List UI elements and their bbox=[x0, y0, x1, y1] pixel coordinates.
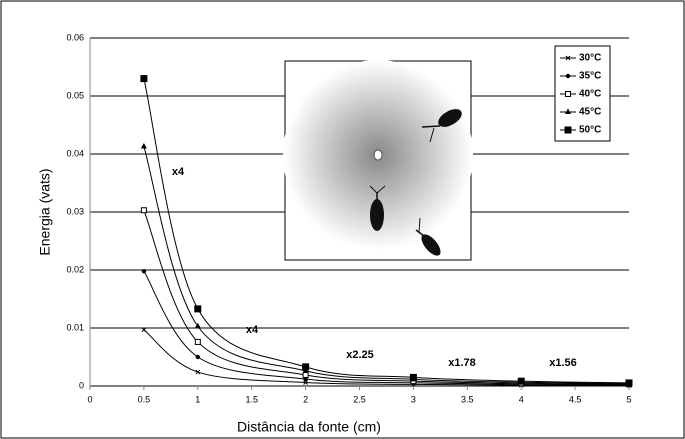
x-tick-label: 0.5 bbox=[138, 394, 151, 404]
marker bbox=[302, 363, 310, 371]
x-tick-label: 3 bbox=[411, 394, 416, 404]
x-tick-label: 4.5 bbox=[569, 394, 582, 404]
x-axis-title: Distância da fonte (cm) bbox=[237, 419, 381, 435]
marker bbox=[302, 371, 309, 378]
marker bbox=[195, 354, 200, 360]
marker bbox=[194, 305, 202, 313]
x-tick-label: 1 bbox=[195, 394, 200, 404]
marker bbox=[195, 369, 201, 375]
legend-label: 35°C bbox=[579, 71, 601, 82]
legend-marker bbox=[565, 73, 571, 79]
legend-marker bbox=[565, 108, 571, 114]
annotation: x4 bbox=[246, 324, 259, 336]
annotation: x1.78 bbox=[448, 357, 476, 369]
annotation: x2.25 bbox=[346, 349, 374, 361]
inset-image bbox=[283, 60, 473, 261]
series-line bbox=[143, 210, 630, 385]
marker bbox=[194, 322, 201, 329]
legend-label: 30°C bbox=[579, 53, 601, 64]
marker bbox=[517, 377, 525, 385]
marker bbox=[303, 380, 308, 385]
marker bbox=[141, 327, 147, 333]
marker bbox=[409, 373, 417, 381]
x-tick-label: 2.5 bbox=[353, 394, 366, 404]
marker bbox=[141, 268, 147, 274]
legend-marker bbox=[564, 126, 572, 134]
y-tick-label: 0.02 bbox=[66, 264, 84, 274]
legend-label: 40°C bbox=[579, 89, 601, 100]
x-tick-label: 5 bbox=[626, 394, 631, 404]
x-tick-label: 3.5 bbox=[461, 394, 474, 404]
legend-label: 50°C bbox=[579, 125, 601, 136]
x-tick-label: 1.5 bbox=[245, 394, 258, 404]
y-tick-label: 0.01 bbox=[66, 322, 84, 332]
annotation: x1.56 bbox=[549, 357, 577, 369]
legend-marker bbox=[565, 55, 571, 61]
x-tick-label: 0 bbox=[87, 394, 92, 404]
marker bbox=[140, 207, 147, 214]
marker bbox=[140, 75, 148, 83]
series-line bbox=[143, 146, 630, 385]
annotation: x4 bbox=[172, 166, 185, 178]
marker bbox=[194, 338, 201, 345]
y-tick-label: 0.06 bbox=[66, 32, 84, 42]
legend-label: 45°C bbox=[579, 107, 601, 118]
marker bbox=[625, 379, 633, 387]
x-tick-label: 2 bbox=[303, 394, 308, 404]
legend-marker bbox=[565, 91, 571, 97]
marker bbox=[140, 142, 147, 149]
y-tick-label: 0.04 bbox=[66, 148, 84, 158]
y-axis-title: Energia (vats) bbox=[37, 168, 53, 255]
series-line bbox=[143, 270, 630, 386]
y-tick-label: 0.05 bbox=[66, 90, 84, 100]
x-tick-label: 4 bbox=[519, 394, 524, 404]
y-tick-label: 0 bbox=[79, 380, 84, 390]
y-tick-label: 0.03 bbox=[66, 206, 84, 216]
